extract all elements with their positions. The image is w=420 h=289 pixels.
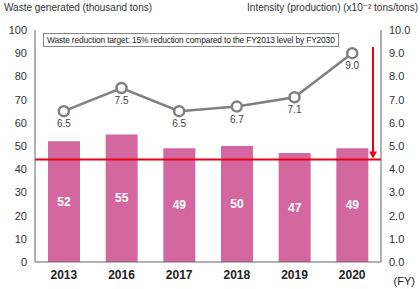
svg-text:50: 50 — [15, 140, 27, 152]
svg-text:6.0: 6.0 — [389, 117, 404, 129]
svg-text:9.0: 9.0 — [345, 60, 359, 71]
html-text:Waste generated (thousand tons: Waste generated (thousand tons) — [4, 2, 153, 13]
svg-text:30: 30 — [15, 186, 27, 198]
svg-text:52: 52 — [57, 195, 71, 209]
svg-text:20: 20 — [15, 210, 27, 222]
svg-text:7.1: 7.1 — [288, 104, 302, 115]
svg-text:7.5: 7.5 — [115, 95, 129, 106]
svg-text:5.0: 5.0 — [389, 140, 404, 152]
svg-text:10.0: 10.0 — [389, 24, 410, 36]
svg-text:55: 55 — [115, 191, 129, 205]
svg-text:100: 100 — [9, 24, 27, 36]
svg-text:10: 10 — [15, 233, 27, 245]
svg-text:49: 49 — [173, 198, 187, 212]
svg-text:40: 40 — [15, 163, 27, 175]
svg-text:49: 49 — [346, 198, 360, 212]
html-text:(FY): (FY) — [393, 275, 415, 287]
svg-text:2013: 2013 — [50, 268, 77, 282]
svg-text:0.0: 0.0 — [389, 256, 404, 268]
svg-text:80: 80 — [15, 70, 27, 82]
svg-text:2018: 2018 — [223, 268, 250, 282]
svg-text:90: 90 — [15, 47, 27, 59]
svg-text:2.0: 2.0 — [389, 210, 404, 222]
svg-text:6.7: 6.7 — [230, 114, 244, 125]
svg-text:50: 50 — [230, 197, 244, 211]
svg-text:3.0: 3.0 — [389, 186, 404, 198]
svg-text:6.5: 6.5 — [57, 118, 71, 129]
svg-text:2016: 2016 — [108, 268, 135, 282]
svg-text:7.0: 7.0 — [389, 94, 404, 106]
svg-text:4.0: 4.0 — [389, 163, 404, 175]
svg-text:6.5: 6.5 — [172, 118, 186, 129]
svg-text:2019: 2019 — [281, 268, 308, 282]
svg-text:2020: 2020 — [339, 268, 366, 282]
svg-text:47: 47 — [288, 201, 302, 215]
svg-text:9.0: 9.0 — [389, 47, 404, 59]
svg-text:1.0: 1.0 — [389, 233, 404, 245]
html-text:Intensity (production) (x10⁻²: Intensity (production) (x10⁻² tons/tons) — [247, 2, 418, 13]
svg-text:0: 0 — [21, 256, 27, 268]
svg-text:2017: 2017 — [166, 268, 193, 282]
svg-text:60: 60 — [15, 117, 27, 129]
html-text:Waste reduction target: 15% re: Waste reduction target: 15% reduction co… — [47, 35, 335, 45]
svg-text:70: 70 — [15, 94, 27, 106]
svg-text:8.0: 8.0 — [389, 70, 404, 82]
